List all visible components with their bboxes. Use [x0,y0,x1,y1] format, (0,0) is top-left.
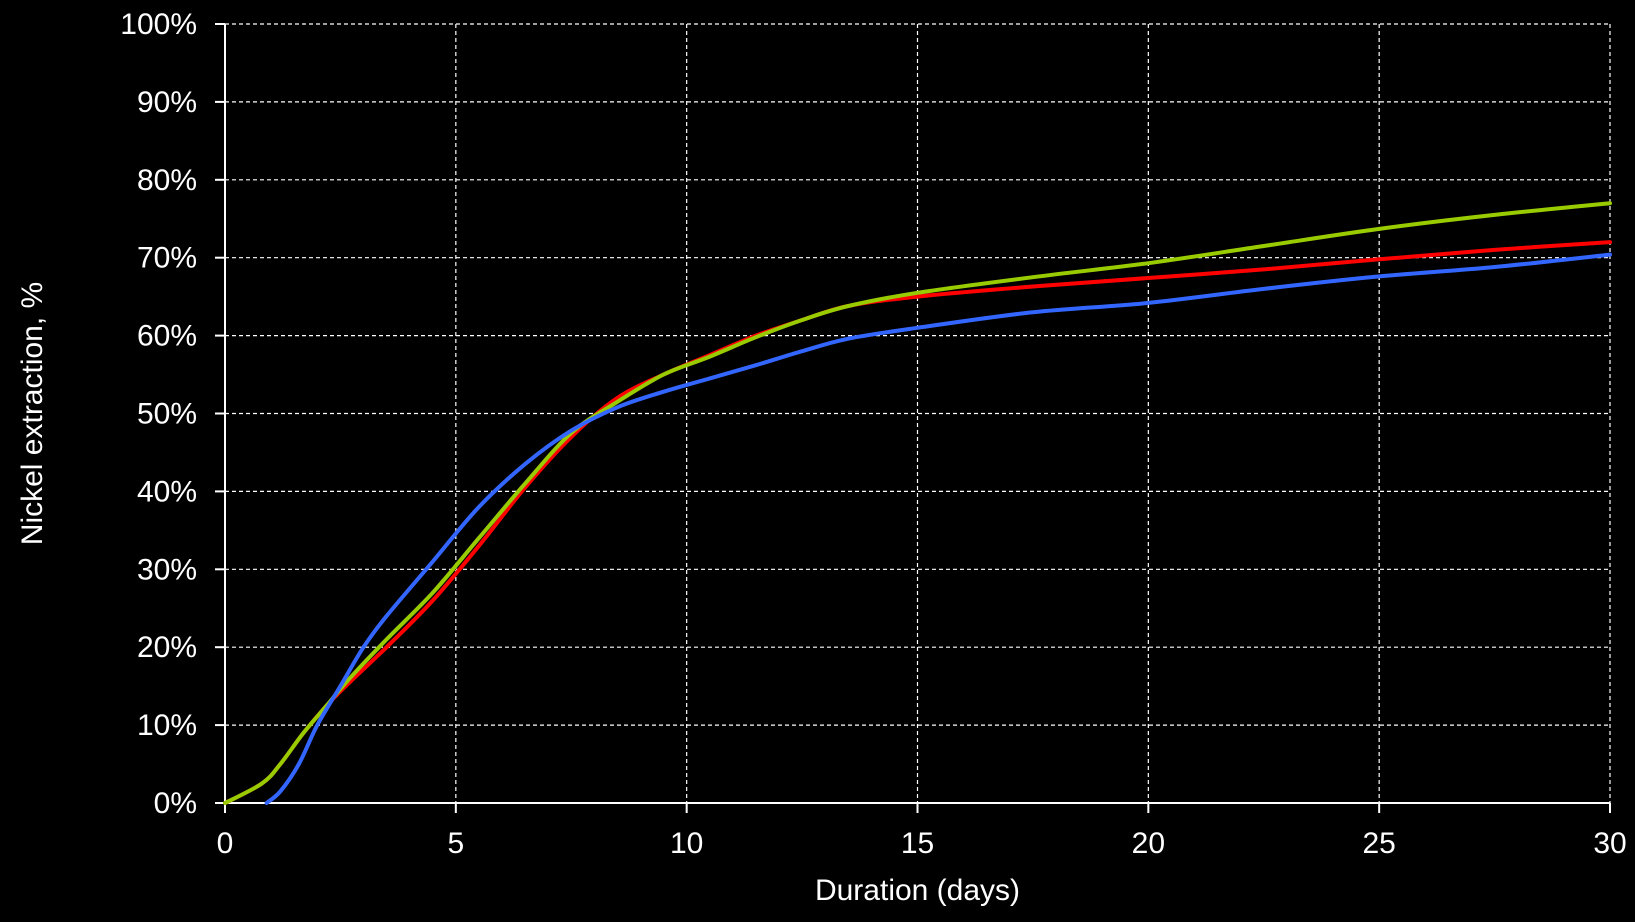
tick-labels: 0% 10% 20% 30% 40% 50% 60% 70% 80% 90% 100% 0 5 10 15 2… [120,8,1626,860]
y-tick-label: 60% [137,320,197,353]
y-tick-label: 100% [120,8,197,41]
y-axis-title: Nickel extraction, % [16,282,49,545]
y-tick-label: 20% [137,631,197,664]
x-axis-title: Duration (days) [815,874,1020,907]
x-tick-label: 5 [447,827,464,860]
x-tick-label: 0 [217,827,234,860]
y-tick-label: 70% [137,242,197,275]
y-tick-label: 0% [154,787,197,820]
data-series [223,201,1612,805]
grid-lines [225,23,1611,803]
x-tick-label: 15 [901,827,934,860]
series-line-blue [264,252,1612,805]
y-tick-label: 80% [137,164,197,197]
x-tick-label: 10 [670,827,703,860]
y-tick-label: 50% [137,398,197,431]
y-tick-label: 40% [137,475,197,508]
x-tick-label: 25 [1362,827,1395,860]
y-tick-label: 10% [137,709,197,742]
x-tick-label: 20 [1132,827,1165,860]
axes [215,23,1611,813]
y-tick-label: 90% [137,86,197,119]
x-tick-label: 30 [1593,827,1626,860]
y-tick-label: 30% [137,553,197,586]
